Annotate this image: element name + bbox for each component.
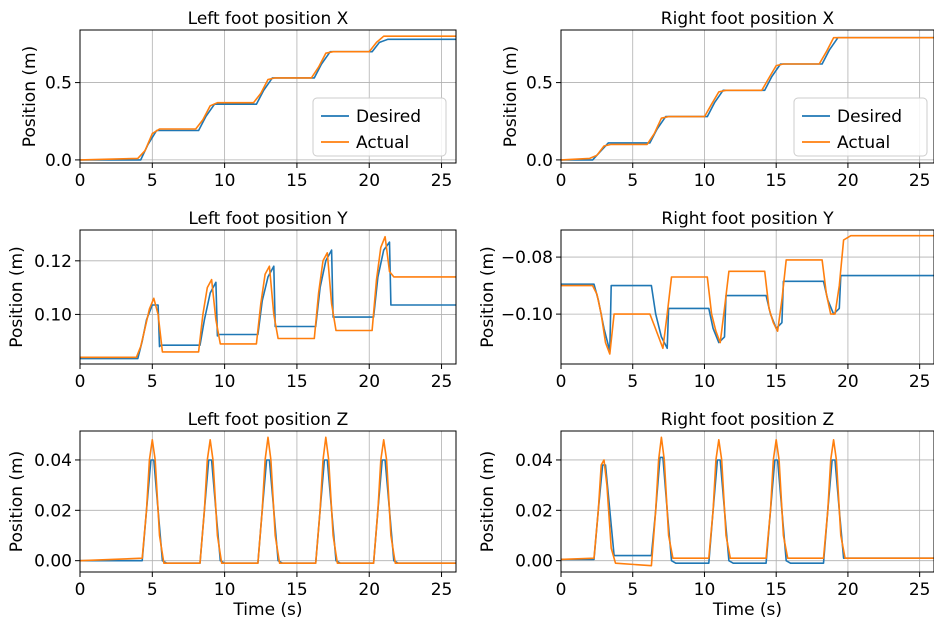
chart-title: Left foot position Z bbox=[188, 410, 349, 430]
y-tick-label: 0.0 bbox=[526, 151, 553, 171]
x-tick-label: 5 bbox=[627, 580, 638, 600]
y-tick-label: 0.04 bbox=[515, 451, 553, 471]
y-tick-label: −0.08 bbox=[501, 248, 553, 268]
x-tick-label: 20 bbox=[837, 372, 859, 392]
y-tick-label: 0.5 bbox=[45, 74, 72, 94]
x-tick-label: 15 bbox=[765, 580, 787, 600]
x-tick-label: 0 bbox=[556, 372, 567, 392]
x-tick-label: 10 bbox=[694, 171, 716, 191]
x-tick-label: 20 bbox=[358, 580, 380, 600]
axes-frame bbox=[560, 229, 934, 365]
x-tick-label: 20 bbox=[837, 171, 859, 191]
series-line-actual bbox=[80, 35, 456, 161]
x-tick-label: 0 bbox=[556, 580, 567, 600]
x-tick-label: 0 bbox=[75, 372, 86, 392]
x-tick-label: 10 bbox=[214, 171, 236, 191]
y-tick-label: 0.5 bbox=[526, 74, 553, 94]
legend-label: Desired bbox=[356, 107, 421, 127]
axes-frame bbox=[79, 430, 457, 573]
x-tick-label: 25 bbox=[431, 580, 453, 600]
chart-title: Right foot position X bbox=[661, 9, 835, 29]
series-line-desired bbox=[80, 241, 456, 360]
legend-label: Desired bbox=[837, 107, 902, 127]
y-tick-label: 0.10 bbox=[34, 305, 72, 325]
legend: Desired Actual bbox=[793, 97, 928, 157]
x-tick-label: 5 bbox=[627, 372, 638, 392]
y-tick-label: 0.04 bbox=[34, 451, 72, 471]
x-tick-label: 10 bbox=[214, 580, 236, 600]
chart-panel-6: 0 5 10 15 20 25 0.00 0.02 0.04 Right foot positio… bbox=[478, 410, 934, 620]
x-tick-label: 5 bbox=[627, 171, 638, 191]
series-line-actual bbox=[561, 36, 934, 161]
series-line-actual bbox=[561, 436, 934, 567]
x-tick-label: 15 bbox=[286, 580, 308, 600]
x-tick-label: 15 bbox=[286, 372, 308, 392]
x-tick-label: 10 bbox=[694, 580, 716, 600]
axes-frame bbox=[560, 430, 934, 573]
y-axis-label: Position (m) bbox=[478, 246, 498, 347]
y-tick-label: 0.02 bbox=[515, 501, 553, 521]
axes-frame bbox=[79, 229, 457, 365]
y-axis-label: Position (m) bbox=[7, 246, 27, 347]
y-axis-label: Position (m) bbox=[20, 46, 40, 147]
x-tick-label: 5 bbox=[147, 580, 158, 600]
chart-title: Right foot position Z bbox=[661, 410, 834, 430]
x-axis-label: Time (s) bbox=[712, 600, 782, 620]
chart-panel-3: 0 5 10 15 20 25 0.10 0.12 Left foot position Y Po… bbox=[7, 209, 457, 392]
x-tick-label: 15 bbox=[286, 171, 308, 191]
x-axis-label: Time (s) bbox=[232, 600, 302, 620]
x-tick-label: 0 bbox=[75, 171, 86, 191]
legend: Desired Actual bbox=[312, 97, 447, 157]
legend-label: Actual bbox=[837, 133, 890, 153]
chart-panel-2: 0 5 10 15 20 25 0.0 0.5 Right foot position X Pos… bbox=[501, 9, 934, 191]
series-line-actual bbox=[80, 436, 456, 565]
x-tick-label: 25 bbox=[431, 372, 453, 392]
y-tick-label: 0.0 bbox=[45, 151, 72, 171]
y-axis-label: Position (m) bbox=[7, 451, 27, 552]
axes-frame bbox=[79, 29, 457, 164]
chart-title: Right foot position Y bbox=[661, 209, 834, 229]
series-line-actual bbox=[561, 234, 934, 355]
x-tick-label: 15 bbox=[765, 372, 787, 392]
x-tick-label: 20 bbox=[837, 580, 859, 600]
x-tick-label: 10 bbox=[214, 372, 236, 392]
x-tick-label: 25 bbox=[909, 372, 931, 392]
x-tick-label: 25 bbox=[909, 171, 931, 191]
y-axis-label: Position (m) bbox=[501, 46, 521, 147]
y-tick-label: 0.12 bbox=[34, 252, 72, 272]
x-tick-label: 15 bbox=[765, 171, 787, 191]
y-tick-label: −0.10 bbox=[501, 305, 553, 325]
chart-panel-5: 0 5 10 15 20 25 0.00 0.02 0.04 Left foot position… bbox=[7, 410, 457, 620]
x-tick-label: 20 bbox=[358, 171, 380, 191]
x-tick-label: 20 bbox=[358, 372, 380, 392]
x-tick-label: 0 bbox=[75, 580, 86, 600]
chart-panel-4: 0 5 10 15 20 25 −0.08 −0.10 Right foot position … bbox=[478, 209, 934, 392]
axes-frame bbox=[560, 29, 934, 164]
x-tick-label: 25 bbox=[909, 580, 931, 600]
x-tick-label: 25 bbox=[431, 171, 453, 191]
x-tick-label: 5 bbox=[147, 372, 158, 392]
legend-label: Actual bbox=[356, 133, 409, 153]
y-tick-label: 0.02 bbox=[34, 501, 72, 521]
y-axis-label: Position (m) bbox=[478, 451, 498, 552]
chart-title: Left foot position Y bbox=[188, 209, 348, 229]
series-line-desired bbox=[80, 459, 456, 565]
x-tick-label: 0 bbox=[556, 171, 567, 191]
y-tick-label: 0.00 bbox=[34, 552, 72, 572]
x-tick-label: 5 bbox=[147, 171, 158, 191]
chart-panel-1: 0 5 10 15 20 25 0.0 0.5 Left foot position X Posi… bbox=[20, 9, 457, 191]
x-tick-label: 10 bbox=[694, 372, 716, 392]
y-tick-label: 0.00 bbox=[515, 552, 553, 572]
series-line-desired bbox=[80, 38, 456, 161]
chart-title: Left foot position X bbox=[188, 9, 349, 29]
series-line-actual bbox=[80, 235, 456, 359]
